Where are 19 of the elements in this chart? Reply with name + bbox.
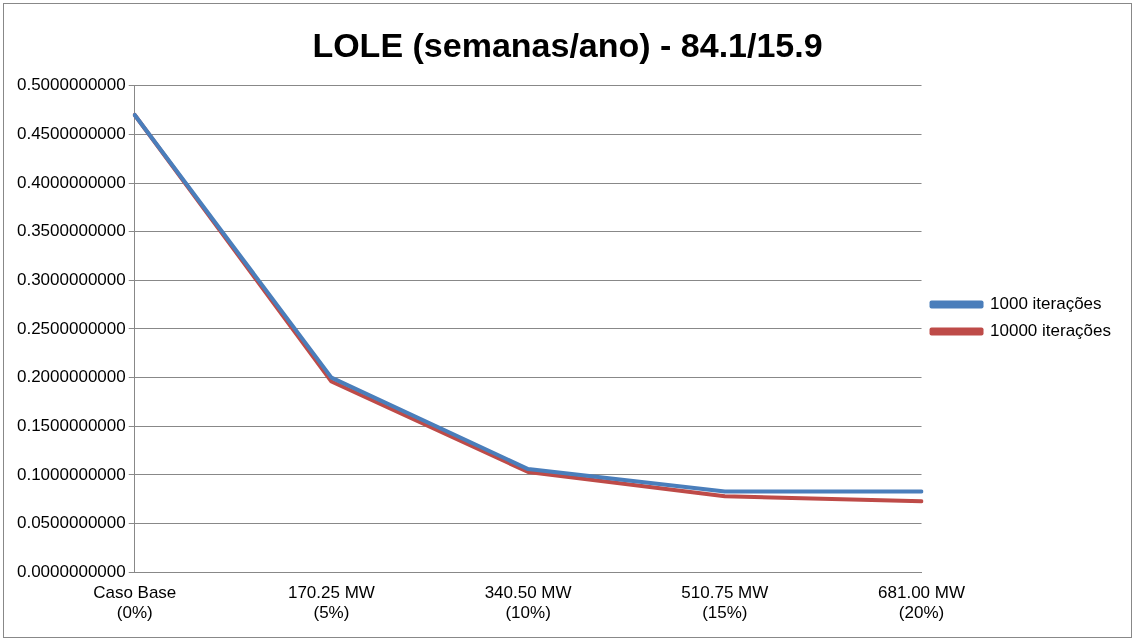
y-tick-label: 0.5000000000: [16, 75, 126, 95]
x-tick-label: 340.50 MW (10%): [484, 583, 572, 623]
y-tick-label: 0.2500000000: [16, 318, 126, 338]
x-tick-label: 510.75 MW (15%): [681, 583, 769, 623]
y-tick-label: 0.4000000000: [16, 172, 126, 192]
y-tick-label: 0.3500000000: [16, 221, 126, 241]
x-tick-label: Caso Base (0%): [93, 583, 177, 623]
y-tick-label: 0.2000000000: [16, 367, 126, 387]
legend-label: 10000 iterações: [990, 321, 1112, 341]
y-tick-label: 0.0000000000: [16, 561, 126, 581]
y-tick-label: 0.3000000000: [16, 270, 126, 290]
y-tick-label: 0.0500000000: [16, 513, 126, 533]
y-tick-label: 0.1000000000: [16, 464, 126, 484]
x-tick-label: 681.00 MW (20%): [878, 583, 965, 623]
legend-label: 1000 iterações: [990, 294, 1102, 314]
y-tick-label: 0.1500000000: [16, 415, 126, 435]
x-tick-label: 170.25 MW (5%): [287, 583, 375, 623]
chart-title: LOLE (semanas/ano) - 84.1/15.9: [312, 25, 823, 64]
y-tick-label: 0.4500000000: [16, 124, 126, 144]
